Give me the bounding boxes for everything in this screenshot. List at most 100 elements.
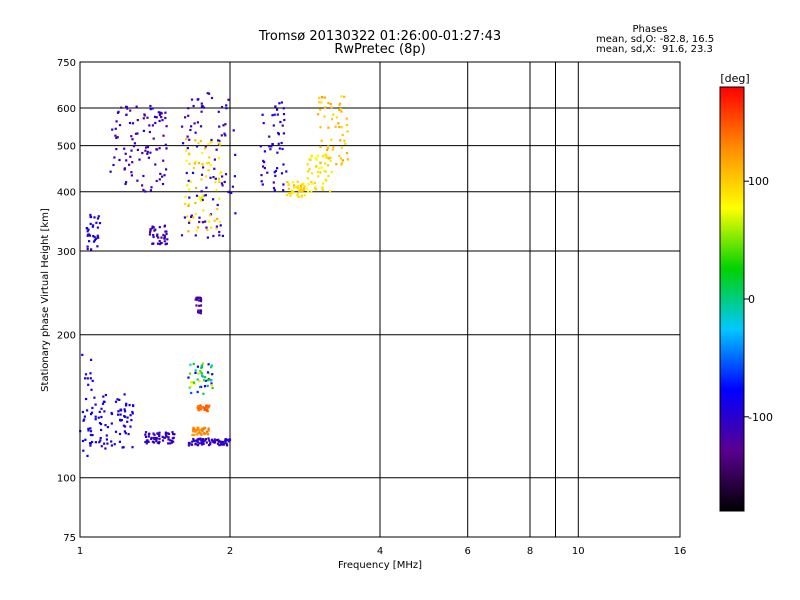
data-point — [209, 164, 212, 167]
data-point — [153, 433, 156, 436]
data-point — [287, 184, 290, 187]
data-point — [194, 212, 197, 215]
data-point — [217, 177, 221, 180]
data-point — [142, 117, 145, 120]
data-point — [165, 434, 168, 437]
data-point — [164, 116, 167, 120]
data-point — [97, 236, 100, 239]
data-point — [169, 442, 172, 445]
data-point — [192, 216, 195, 219]
colorbar-label: [deg] — [720, 72, 749, 85]
data-point — [161, 435, 164, 438]
data-point — [194, 139, 197, 142]
data-point — [206, 384, 209, 387]
data-point — [321, 186, 324, 189]
data-point — [271, 143, 274, 146]
data-point — [343, 139, 346, 142]
data-point — [190, 125, 193, 128]
data-point — [194, 131, 197, 134]
data-point — [340, 110, 343, 113]
data-point — [155, 436, 158, 440]
data-point — [128, 121, 132, 125]
data-point — [184, 202, 187, 206]
data-point — [197, 372, 200, 375]
data-point — [196, 98, 199, 101]
data-point — [210, 96, 214, 100]
data-point — [225, 438, 228, 441]
data-point — [291, 191, 294, 195]
data-point — [219, 224, 222, 227]
data-point — [213, 219, 216, 222]
data-point — [205, 186, 208, 189]
data-point — [190, 214, 193, 217]
data-point — [187, 204, 190, 207]
data-point — [124, 415, 127, 418]
data-point — [144, 190, 147, 193]
data-point — [124, 182, 127, 186]
data-point — [279, 120, 282, 124]
data-point — [152, 436, 155, 440]
data-point — [219, 440, 222, 443]
data-point — [320, 96, 323, 99]
data-point — [293, 184, 296, 187]
data-point — [136, 179, 139, 182]
data-point — [145, 146, 148, 149]
data-point — [113, 443, 116, 446]
data-point — [110, 422, 113, 425]
data-point — [198, 304, 201, 307]
data-point — [220, 134, 223, 137]
data-point — [335, 116, 338, 119]
data-point — [114, 127, 117, 130]
data-point — [197, 161, 200, 165]
data-point — [118, 432, 122, 436]
data-point — [159, 111, 162, 114]
data-point — [167, 438, 170, 441]
data-point — [218, 139, 221, 143]
data-point — [223, 180, 226, 184]
data-point — [90, 413, 93, 416]
data-point — [326, 149, 329, 152]
data-point — [223, 132, 226, 135]
data-point — [91, 440, 94, 444]
data-point — [131, 410, 134, 414]
data-point — [260, 180, 263, 183]
data-point — [141, 184, 144, 187]
data-point — [95, 237, 98, 240]
data-point — [118, 398, 121, 401]
data-point — [98, 410, 101, 413]
data-point — [307, 183, 310, 186]
data-point — [187, 114, 190, 117]
data-point — [215, 189, 218, 192]
data-point — [89, 222, 92, 225]
data-point — [201, 196, 204, 199]
data-point — [204, 220, 207, 223]
data-point — [145, 442, 148, 445]
data-point — [221, 440, 224, 443]
data-point — [337, 122, 340, 125]
data-point — [144, 431, 148, 434]
data-point — [86, 234, 89, 237]
data-point — [317, 175, 320, 178]
data-point — [173, 433, 176, 436]
data-point — [197, 408, 200, 411]
data-point — [81, 353, 84, 356]
data-point — [124, 152, 127, 155]
data-point — [118, 158, 121, 162]
data-point — [149, 231, 152, 234]
data-point — [199, 309, 203, 312]
data-point — [340, 163, 343, 166]
data-point — [149, 151, 152, 154]
data-point — [310, 190, 313, 193]
data-point — [86, 245, 89, 248]
grid-lines — [80, 62, 680, 537]
data-point — [199, 370, 202, 373]
data-point — [327, 102, 330, 105]
data-point — [197, 142, 200, 145]
data-point — [201, 164, 205, 167]
data-point — [324, 162, 327, 165]
data-point — [319, 161, 322, 164]
data-point — [102, 395, 105, 398]
data-point — [146, 145, 149, 149]
data-point — [341, 159, 344, 162]
data-point — [110, 440, 113, 443]
